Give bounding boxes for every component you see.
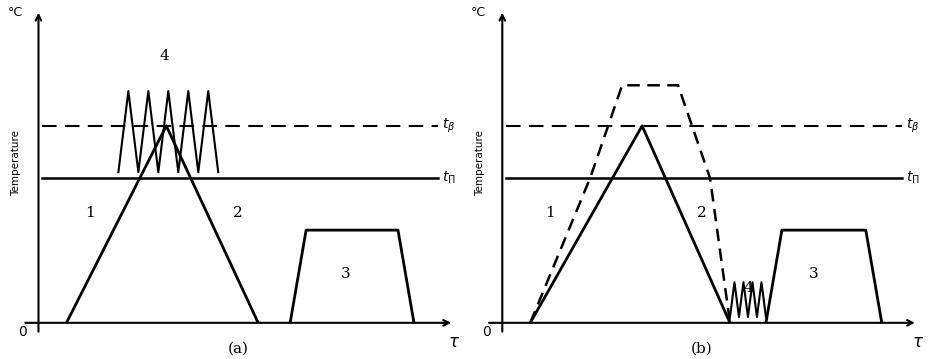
Text: 0: 0	[19, 325, 27, 339]
Text: 2: 2	[233, 206, 243, 220]
Text: 0: 0	[482, 325, 490, 339]
Text: $t_{\beta}$: $t_{\beta}$	[905, 117, 918, 135]
Text: Temperature: Temperature	[475, 131, 484, 196]
Text: Temperature: Temperature	[11, 131, 21, 196]
Text: 4: 4	[160, 49, 169, 63]
Text: $t_{\rm \Pi}$: $t_{\rm \Pi}$	[905, 170, 919, 186]
Text: $t_{\beta}$: $t_{\beta}$	[442, 117, 455, 135]
Text: 4: 4	[742, 281, 752, 295]
Text: (b): (b)	[690, 342, 712, 356]
Text: (a): (a)	[227, 342, 249, 356]
Text: 3: 3	[808, 267, 818, 281]
Text: 2: 2	[696, 206, 706, 220]
Text: °C: °C	[7, 6, 22, 19]
Text: °C: °C	[470, 6, 485, 19]
Text: 3: 3	[341, 267, 351, 281]
Text: $t_{\rm \Pi}$: $t_{\rm \Pi}$	[442, 170, 456, 186]
Text: $\tau$: $\tau$	[447, 335, 459, 351]
Text: $\tau$: $\tau$	[910, 335, 922, 351]
Text: 1: 1	[545, 206, 555, 220]
Text: 1: 1	[85, 206, 96, 220]
